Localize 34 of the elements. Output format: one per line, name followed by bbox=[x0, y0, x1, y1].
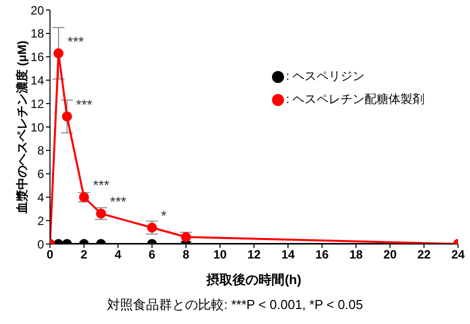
y-tick-label: 10 bbox=[30, 120, 44, 134]
x-tick-label: 10 bbox=[213, 248, 227, 262]
annotation: *** bbox=[68, 33, 84, 50]
y-tick-label: 14 bbox=[30, 73, 44, 88]
y-tick-label: 16 bbox=[30, 50, 44, 64]
annotation: *** bbox=[110, 194, 127, 210]
x-tick-label: 12 bbox=[247, 248, 261, 262]
y-tick-label: 20 bbox=[30, 3, 44, 18]
legend-label: : ヘスペリジン bbox=[286, 68, 365, 85]
annotation: * bbox=[161, 208, 167, 224]
x-tick-label: 24 bbox=[451, 248, 465, 262]
y-tick-label: 18 bbox=[30, 26, 44, 41]
x-tick-label: 22 bbox=[417, 248, 431, 262]
annotation: *** bbox=[93, 177, 110, 194]
text: 対照食品群との比較: ***P < 0.001, *P < 0.05 bbox=[106, 296, 364, 314]
y-tick-label: 8 bbox=[37, 144, 44, 158]
y-tick-label: 6 bbox=[37, 167, 44, 182]
x-tick-label: 2 bbox=[80, 248, 88, 262]
x-tick-label: 0 bbox=[46, 248, 54, 262]
y-tick-label: 12 bbox=[30, 96, 44, 111]
x-tick-label: 8 bbox=[182, 248, 190, 262]
x-tick-label: 14 bbox=[281, 248, 295, 262]
y-tick-label: 4 bbox=[37, 190, 44, 204]
x-tick-label: 20 bbox=[383, 248, 397, 262]
x-tick-label: 18 bbox=[349, 248, 363, 262]
legend-label: : ヘスペレチン配糖体製剤 bbox=[286, 91, 425, 108]
x-tick-label: 16 bbox=[315, 248, 329, 262]
x-axis-title: 摂取後の時間(h) bbox=[206, 272, 302, 287]
y-axis-title: 血漿中のヘスペレチン濃度 (μM) bbox=[15, 40, 29, 214]
x-tick-label: 4 bbox=[114, 248, 122, 262]
x-tick-label: 6 bbox=[148, 248, 156, 262]
annotation: *** bbox=[76, 96, 93, 112]
y-tick-label: 0 bbox=[37, 237, 44, 252]
y-tick-label: 2 bbox=[37, 214, 44, 228]
